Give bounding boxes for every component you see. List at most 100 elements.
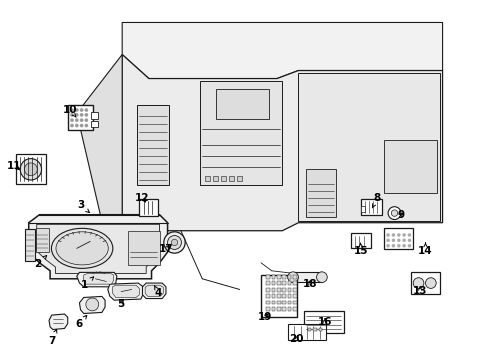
Bar [282, 307, 286, 311]
Bar [293, 301, 297, 305]
Polygon shape [79, 296, 105, 314]
Bar [411, 273, 440, 294]
Circle shape [71, 124, 73, 127]
Text: 2: 2 [34, 256, 47, 269]
Bar [277, 275, 281, 279]
Bar [304, 311, 344, 333]
Text: 4: 4 [154, 285, 162, 298]
Text: 9: 9 [398, 210, 405, 220]
Bar [293, 288, 297, 292]
Circle shape [85, 118, 88, 122]
Circle shape [408, 244, 411, 247]
Bar [318, 328, 322, 331]
Circle shape [402, 244, 406, 247]
Circle shape [80, 108, 83, 112]
Bar [277, 294, 281, 298]
Polygon shape [122, 22, 442, 78]
Text: 17: 17 [159, 244, 173, 255]
Bar [293, 275, 297, 279]
Text: 10: 10 [63, 104, 77, 117]
Text: 15: 15 [354, 243, 368, 256]
Bar [282, 288, 286, 292]
Bar [267, 301, 270, 305]
Bar [277, 288, 281, 292]
Bar [306, 169, 336, 217]
Bar [91, 112, 98, 118]
Bar [308, 328, 311, 331]
Bar [267, 275, 270, 279]
Bar [293, 307, 297, 311]
Ellipse shape [56, 232, 108, 265]
Polygon shape [143, 283, 166, 298]
Circle shape [80, 124, 83, 127]
Bar [277, 282, 281, 285]
Circle shape [85, 124, 88, 127]
Polygon shape [113, 285, 139, 297]
Circle shape [392, 233, 395, 237]
Bar [17, 154, 46, 184]
Bar [127, 231, 160, 265]
Bar [267, 288, 270, 292]
Text: 7: 7 [48, 329, 57, 346]
Bar [91, 121, 98, 127]
Circle shape [397, 239, 400, 242]
Circle shape [168, 235, 181, 249]
Circle shape [80, 113, 83, 116]
Polygon shape [384, 140, 437, 193]
Text: 3: 3 [77, 200, 89, 212]
Circle shape [75, 113, 78, 116]
Circle shape [402, 233, 406, 237]
Circle shape [402, 239, 406, 242]
Bar [277, 307, 281, 311]
Bar [293, 282, 297, 285]
Bar [267, 307, 270, 311]
Circle shape [75, 118, 78, 122]
Circle shape [20, 159, 42, 180]
Circle shape [392, 244, 395, 247]
Bar [213, 176, 219, 181]
Bar [288, 282, 292, 285]
Polygon shape [77, 54, 144, 263]
Polygon shape [84, 274, 114, 284]
Circle shape [317, 272, 327, 283]
Bar [362, 199, 382, 215]
Bar [271, 301, 275, 305]
Circle shape [172, 239, 178, 246]
Bar [293, 294, 297, 298]
Bar [282, 282, 286, 285]
Bar [205, 176, 210, 181]
Circle shape [71, 118, 73, 122]
Bar [293, 273, 322, 282]
Bar [25, 229, 35, 261]
Bar [271, 275, 275, 279]
Polygon shape [37, 224, 160, 274]
Circle shape [71, 113, 73, 116]
Text: 20: 20 [290, 334, 304, 343]
Bar [137, 105, 169, 185]
Bar [282, 301, 286, 305]
Text: 19: 19 [258, 312, 272, 322]
Bar [139, 199, 158, 216]
Circle shape [413, 278, 424, 288]
Bar [362, 206, 365, 212]
Bar [68, 105, 93, 130]
Bar [282, 294, 286, 298]
Bar [298, 73, 440, 221]
Polygon shape [108, 283, 144, 300]
Polygon shape [77, 273, 117, 287]
Bar [313, 328, 317, 331]
Circle shape [80, 118, 83, 122]
Bar [288, 294, 292, 298]
Circle shape [392, 239, 395, 242]
Circle shape [24, 163, 37, 176]
Bar [267, 282, 270, 285]
Bar [221, 176, 226, 181]
Bar [288, 307, 292, 311]
Circle shape [397, 244, 400, 247]
Bar [288, 301, 292, 305]
Bar [271, 282, 275, 285]
Circle shape [387, 239, 390, 242]
Text: 8: 8 [372, 193, 381, 208]
Bar [261, 275, 297, 317]
Circle shape [388, 207, 401, 220]
